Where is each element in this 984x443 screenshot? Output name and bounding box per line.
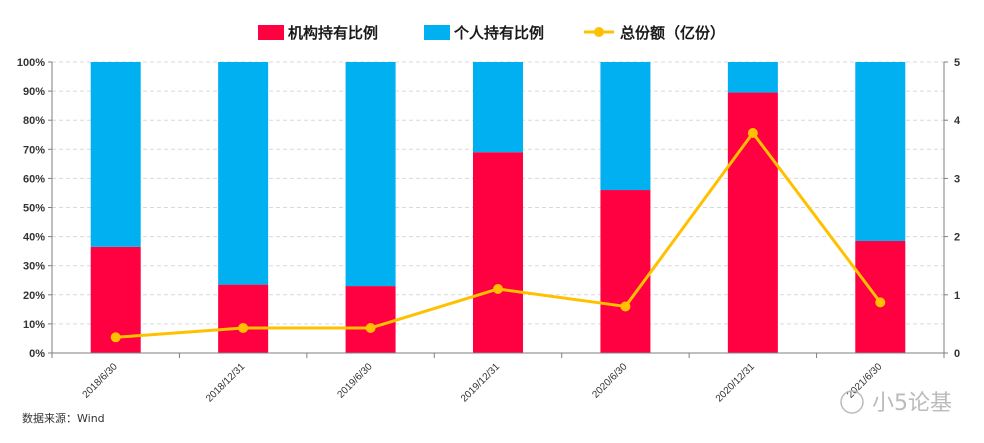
bar-institution bbox=[218, 284, 269, 353]
bar-individual bbox=[727, 62, 778, 93]
wechat-icon bbox=[840, 390, 864, 414]
bar-institution bbox=[345, 286, 396, 353]
legend-label: 机构持有比例 bbox=[288, 24, 378, 42]
bar-individual bbox=[345, 62, 396, 287]
y-right-tick-label: 3 bbox=[954, 173, 960, 185]
bar-institution bbox=[600, 190, 651, 353]
total-point bbox=[365, 322, 376, 333]
legend: 机构持有比例 个人持有比例 总份额（亿份） bbox=[258, 24, 725, 42]
bar-institution bbox=[473, 152, 523, 353]
x-tick-label: 2018/6/30 bbox=[81, 361, 121, 401]
x-tick-label: 2020/6/30 bbox=[590, 361, 630, 401]
y-left-tick-label: 20% bbox=[23, 290, 45, 302]
legend-swatch-marker bbox=[594, 27, 604, 37]
y-right-tick-label: 4 bbox=[954, 115, 961, 127]
bar-individual bbox=[218, 62, 269, 285]
source-note: 数据来源：Wind bbox=[22, 411, 105, 425]
bar-individual bbox=[90, 62, 141, 247]
y-right-tick-label: 1 bbox=[954, 290, 960, 302]
legend-swatch bbox=[424, 25, 450, 40]
total-point bbox=[620, 301, 631, 312]
y-left-tick-label: 90% bbox=[23, 86, 45, 98]
y-left-tick-label: 80% bbox=[23, 115, 45, 127]
bar-individual bbox=[600, 62, 651, 191]
x-tick-label: 2020/12/31 bbox=[714, 361, 757, 404]
y-left-tick-label: 100% bbox=[17, 57, 45, 69]
legend-label: 总份额（亿份） bbox=[620, 24, 725, 42]
y-right-tick-label: 5 bbox=[954, 57, 960, 69]
y-left-tick-label: 10% bbox=[23, 319, 45, 331]
y-right-tick-label: 0 bbox=[954, 348, 960, 360]
y-left-tick-label: 50% bbox=[23, 203, 45, 215]
y-right-tick-label: 2 bbox=[954, 232, 960, 244]
total-point bbox=[238, 322, 249, 333]
watermark: 小5论基 bbox=[840, 390, 952, 416]
y-left-tick-label: 60% bbox=[23, 173, 45, 185]
bar-individual bbox=[855, 62, 906, 241]
legend-swatch bbox=[258, 25, 284, 40]
y-left-tick-label: 70% bbox=[23, 144, 45, 156]
bar-individual bbox=[473, 62, 523, 153]
total-point bbox=[493, 283, 503, 294]
legend-label: 个人持有比例 bbox=[453, 24, 544, 42]
x-tick-label: 2019/6/30 bbox=[335, 361, 375, 401]
x-tick-label: 2019/12/31 bbox=[459, 361, 502, 404]
line-series bbox=[110, 128, 886, 343]
bar-institution bbox=[855, 240, 906, 353]
watermark-text: 小5论基 bbox=[872, 391, 952, 416]
x-tick-label: 2018/12/31 bbox=[204, 361, 247, 404]
y-left-tick-label: 0% bbox=[29, 348, 45, 360]
grid-lines bbox=[52, 61, 944, 325]
y-left-tick-label: 30% bbox=[23, 261, 45, 273]
total-point bbox=[110, 332, 121, 343]
total-point bbox=[875, 297, 886, 308]
total-point bbox=[747, 128, 758, 139]
y-left-tick-label: 40% bbox=[23, 232, 45, 244]
